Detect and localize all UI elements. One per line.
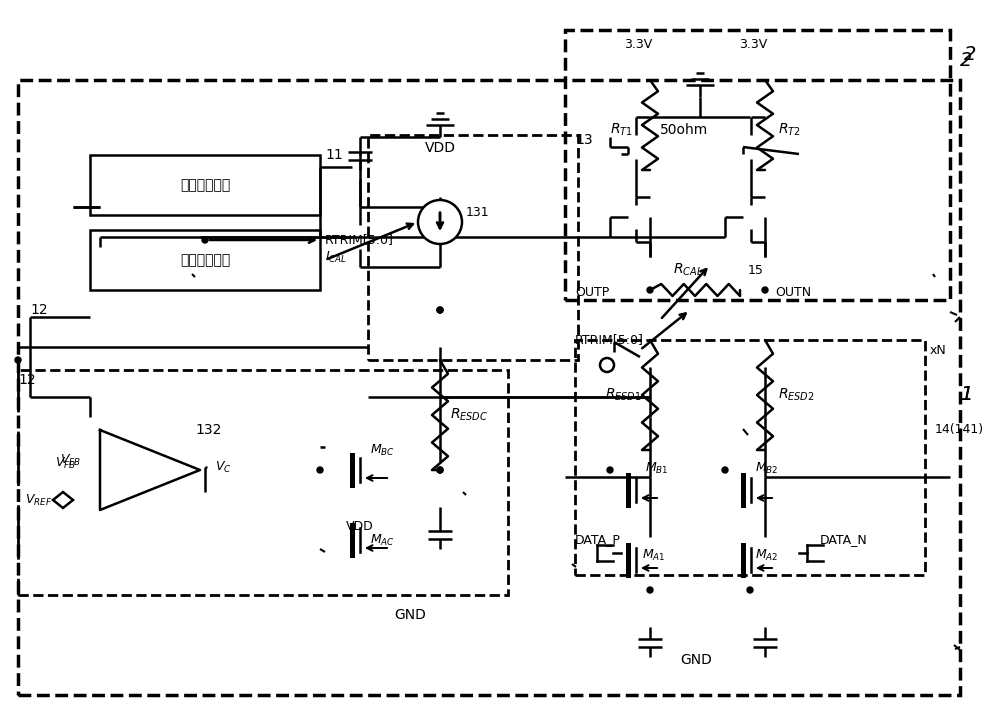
Text: $V_{FB}$: $V_{FB}$	[55, 455, 76, 471]
Text: OUTN: OUTN	[775, 286, 811, 300]
Circle shape	[607, 467, 613, 473]
Text: $R_{ESDC}$: $R_{ESDC}$	[450, 407, 488, 423]
Text: $M_{A1}$: $M_{A1}$	[642, 547, 666, 563]
Text: 电流校准单元: 电流校准单元	[180, 253, 230, 267]
Circle shape	[317, 467, 323, 473]
Text: $M_{AC}$: $M_{AC}$	[370, 532, 395, 547]
Text: VDD: VDD	[346, 520, 374, 534]
Text: $M_{B2}$: $M_{B2}$	[755, 460, 778, 476]
Text: 14(141): 14(141)	[935, 423, 984, 436]
Text: $R_{ESD1}$: $R_{ESD1}$	[605, 387, 642, 403]
Bar	[368, 135, 578, 360]
Text: OUTP: OUTP	[575, 286, 609, 300]
Text: 11: 11	[325, 148, 343, 162]
Text: RTRIM[5:0]: RTRIM[5:0]	[575, 334, 644, 346]
Circle shape	[437, 467, 443, 473]
Text: 校准控制单元: 校准控制单元	[180, 178, 230, 192]
Text: 12: 12	[18, 373, 36, 387]
Bar	[575, 340, 925, 575]
Text: 50ohm: 50ohm	[660, 123, 708, 137]
Text: GND: GND	[394, 608, 426, 622]
Text: 3.3V: 3.3V	[624, 38, 652, 52]
Text: 2: 2	[964, 45, 976, 64]
Text: 1: 1	[960, 385, 972, 404]
Circle shape	[202, 237, 208, 243]
Text: 3.3V: 3.3V	[739, 38, 767, 52]
Text: $R_{CAL}$: $R_{CAL}$	[673, 262, 703, 278]
Circle shape	[600, 358, 614, 372]
Text: 15: 15	[748, 264, 764, 276]
Text: VDD: VDD	[424, 141, 456, 155]
Bar	[565, 30, 950, 300]
Circle shape	[15, 357, 21, 363]
Circle shape	[437, 307, 443, 313]
Circle shape	[437, 307, 443, 313]
Circle shape	[647, 587, 653, 593]
Bar	[90, 155, 320, 215]
Text: 13: 13	[575, 133, 593, 147]
Text: xN: xN	[930, 344, 947, 356]
Text: 12: 12	[30, 303, 48, 317]
Text: $M_{BC}$: $M_{BC}$	[370, 443, 395, 457]
Text: $V_{REF}$: $V_{REF}$	[25, 493, 52, 508]
Text: $R_{ESD2}$: $R_{ESD2}$	[778, 387, 815, 403]
Text: GND: GND	[680, 653, 712, 667]
Circle shape	[762, 287, 768, 293]
Bar	[18, 80, 960, 695]
Text: $M_{A2}$: $M_{A2}$	[755, 547, 778, 563]
Text: $R_{T1}$: $R_{T1}$	[610, 122, 633, 138]
Polygon shape	[53, 492, 73, 508]
Circle shape	[722, 467, 728, 473]
Polygon shape	[100, 430, 200, 510]
Text: 2: 2	[960, 50, 972, 69]
Circle shape	[647, 287, 653, 293]
Text: 131: 131	[466, 206, 490, 218]
Text: $R_{T2}$: $R_{T2}$	[778, 122, 801, 138]
Text: DATA_N: DATA_N	[820, 534, 868, 547]
Circle shape	[418, 200, 462, 244]
Text: $V_{FB}$: $V_{FB}$	[60, 452, 81, 467]
Text: 1: 1	[960, 385, 972, 404]
Text: RTRIM[5:0]: RTRIM[5:0]	[325, 233, 394, 247]
Text: 132: 132	[195, 423, 221, 437]
Circle shape	[437, 467, 443, 473]
Bar	[18, 370, 508, 595]
Text: $V_C$: $V_C$	[215, 460, 232, 474]
Text: $M_{B1}$: $M_{B1}$	[645, 460, 669, 476]
Circle shape	[747, 587, 753, 593]
Text: $I_{CAL}$: $I_{CAL}$	[325, 250, 347, 264]
Bar	[90, 230, 320, 290]
Text: DATA_P: DATA_P	[575, 534, 621, 547]
